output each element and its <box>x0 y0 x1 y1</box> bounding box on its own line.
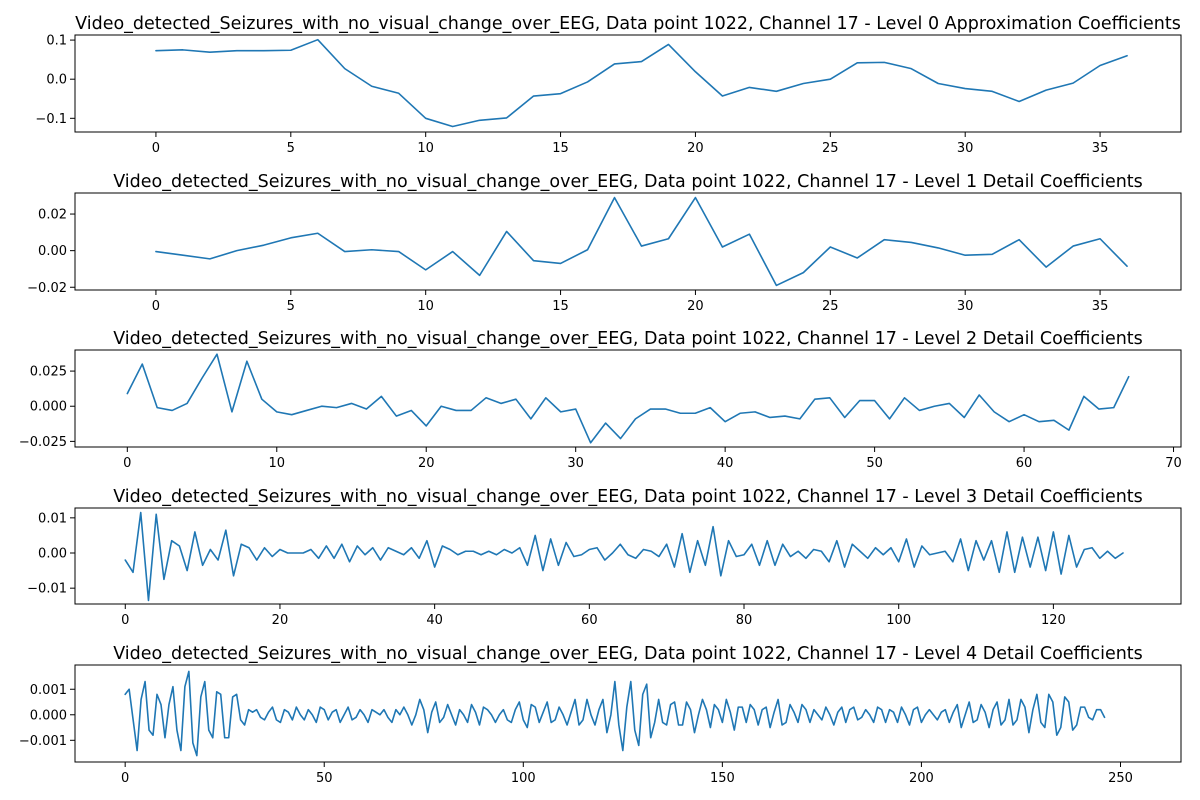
x-tick-label: 20 <box>687 299 704 314</box>
x-tick-label: 40 <box>426 613 443 628</box>
axes-frame <box>74 507 1182 605</box>
x-tick-label: 10 <box>417 141 434 156</box>
x-tick-label: 50 <box>866 456 883 471</box>
x-tick-label: 30 <box>957 141 974 156</box>
x-tick-label: 10 <box>417 299 434 314</box>
chart-panel-2: Video_detected_Seizures_with_no_visual_c… <box>19 329 1182 471</box>
chart-title: Video_detected_Seizures_with_no_visual_c… <box>113 329 1143 349</box>
y-tick-label: 0.000 <box>30 708 67 723</box>
x-tick-label: 10 <box>268 456 285 471</box>
x-tick-label: 30 <box>957 299 974 314</box>
y-tick-label: 0.025 <box>30 365 67 380</box>
x-tick-label: 50 <box>316 771 333 786</box>
axes-frame <box>74 34 1182 133</box>
axes-frame <box>74 192 1182 291</box>
chart-title: Video_detected_Seizures_with_no_visual_c… <box>113 644 1143 664</box>
chart-title: Video_detected_Seizures_with_no_visual_c… <box>75 14 1181 34</box>
chart-panel-4: Video_detected_Seizures_with_no_visual_c… <box>19 644 1182 786</box>
x-tick-label: 0 <box>152 141 160 156</box>
x-tick-label: 100 <box>511 771 536 786</box>
series-line <box>124 511 1124 602</box>
y-tick-label: 0.00 <box>38 547 67 562</box>
axes-frame <box>74 664 1182 763</box>
y-tick-label: 0.1 <box>46 34 67 49</box>
x-tick-label: 0 <box>121 771 129 786</box>
x-tick-label: 30 <box>567 456 584 471</box>
x-tick-label: 60 <box>1016 456 1033 471</box>
x-tick-label: 150 <box>710 771 735 786</box>
x-tick-label: 20 <box>418 456 435 471</box>
x-tick-label: 15 <box>552 141 569 156</box>
x-tick-label: 200 <box>909 771 934 786</box>
y-tick-label: −0.025 <box>19 435 67 450</box>
x-tick-label: 60 <box>581 613 598 628</box>
y-tick-label: 0.01 <box>38 511 67 526</box>
x-tick-label: 5 <box>287 141 295 156</box>
y-tick-label: −0.01 <box>27 582 67 597</box>
x-tick-label: 20 <box>687 141 704 156</box>
x-tick-label: 80 <box>736 613 753 628</box>
x-tick-label: 250 <box>1108 771 1133 786</box>
x-tick-label: 0 <box>123 456 131 471</box>
series-line <box>155 196 1128 287</box>
x-tick-label: 0 <box>152 299 160 314</box>
y-tick-label: 0.001 <box>30 683 67 698</box>
chart-panel-3: Video_detected_Seizures_with_no_visual_c… <box>27 487 1182 628</box>
y-tick-label: −0.1 <box>35 112 67 127</box>
chart-panel-1: Video_detected_Seizures_with_no_visual_c… <box>27 172 1182 314</box>
x-tick-label: 70 <box>1165 456 1182 471</box>
x-tick-label: 15 <box>552 299 569 314</box>
x-tick-label: 20 <box>272 613 289 628</box>
x-tick-label: 5 <box>287 299 295 314</box>
y-tick-label: 0.000 <box>30 400 67 415</box>
series-line <box>124 670 1106 757</box>
axes-frame <box>74 349 1182 448</box>
x-tick-label: 25 <box>822 141 839 156</box>
x-tick-label: 40 <box>717 456 734 471</box>
chart-panel-0: Video_detected_Seizures_with_no_visual_c… <box>35 14 1182 156</box>
y-tick-label: −0.02 <box>27 281 67 296</box>
x-tick-label: 0 <box>121 613 129 628</box>
x-tick-label: 35 <box>1092 299 1109 314</box>
x-tick-label: 25 <box>822 299 839 314</box>
series-line <box>126 353 1130 444</box>
chart-title: Video_detected_Seizures_with_no_visual_c… <box>113 487 1143 507</box>
series-line <box>155 38 1128 128</box>
y-tick-label: 0.00 <box>38 244 67 259</box>
chart-title: Video_detected_Seizures_with_no_visual_c… <box>113 172 1143 192</box>
y-tick-label: 0.0 <box>46 73 67 88</box>
y-tick-label: 0.02 <box>38 208 67 223</box>
y-tick-label: −0.001 <box>19 734 67 749</box>
x-tick-label: 35 <box>1092 141 1109 156</box>
x-tick-label: 100 <box>886 613 911 628</box>
x-tick-label: 120 <box>1041 613 1066 628</box>
